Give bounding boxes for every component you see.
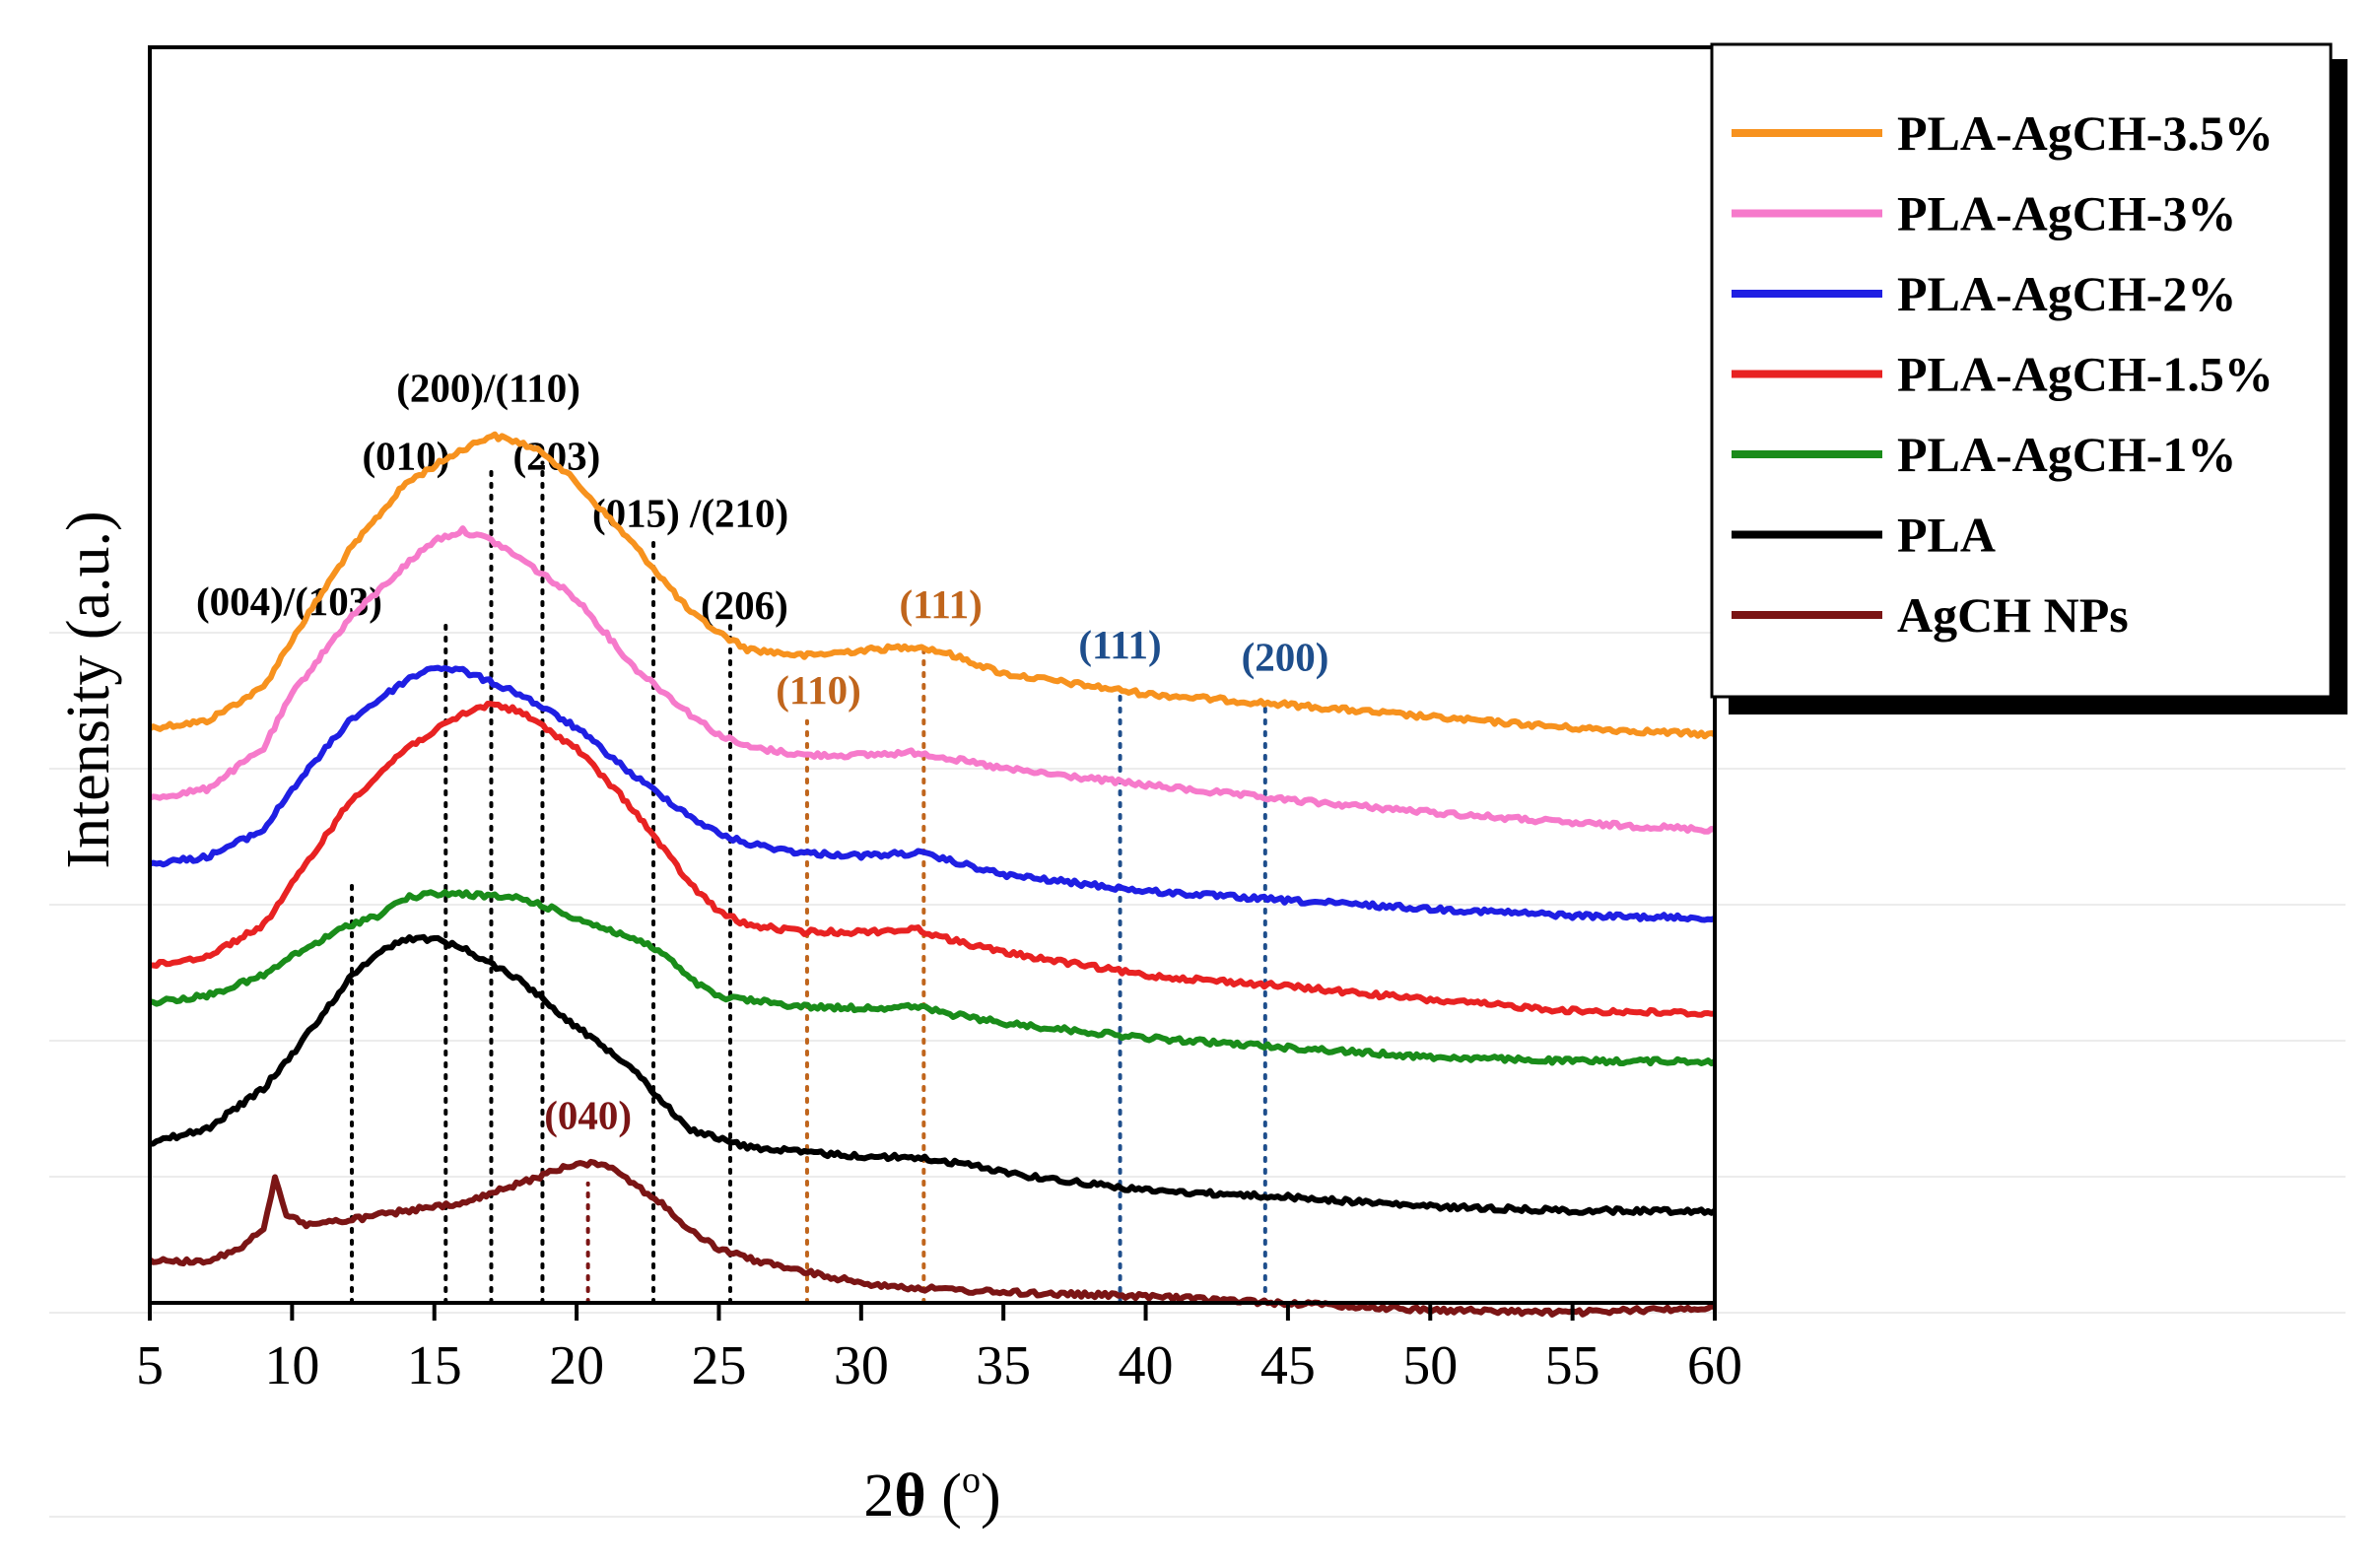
peak-label-9: (200) — [1242, 635, 1329, 680]
series-line-3 — [150, 701, 1716, 1018]
x-axis-title: 2θ (o) — [863, 1460, 1000, 1530]
peak-label-2: (200)/(110) — [396, 365, 580, 410]
series-line-4 — [149, 889, 1717, 1067]
x-axis-title-unit-close: ) — [981, 1462, 1001, 1530]
x-tick-label-11: 60 — [1687, 1335, 1742, 1396]
series-line-0 — [148, 431, 1717, 740]
series-line-1 — [148, 525, 1716, 835]
x-tick-label-7: 40 — [1119, 1335, 1174, 1396]
peak-label-5: (206) — [701, 582, 788, 628]
legend-label-0: PLA-AgCH-3.5% — [1897, 105, 2274, 161]
x-tick-label-8: 45 — [1260, 1335, 1316, 1396]
legend-label-1: PLA-AgCH-3% — [1897, 186, 2236, 241]
legend: PLA-AgCH-3.5% PLA-AgCH-3% PLA-AgCH-2% PLA-A… — [1710, 42, 2347, 714]
x-tick-label-10: 55 — [1545, 1335, 1600, 1396]
legend-items: PLA-AgCH-3.5% PLA-AgCH-3% PLA-AgCH-2% PLA-A… — [1732, 105, 2274, 643]
x-axis-title-unit: o — [962, 1460, 981, 1501]
legend-label-2: PLA-AgCH-2% — [1897, 266, 2236, 321]
x-tick-label-3: 20 — [549, 1335, 604, 1396]
x-tick-label-0: 5 — [136, 1335, 164, 1396]
x-tick-label-5: 30 — [834, 1335, 889, 1396]
y-axis-title: Intensity (a.u.) — [55, 510, 122, 868]
x-tick-label-9: 50 — [1402, 1335, 1458, 1396]
x-axis-title-prefix: 2 — [863, 1462, 894, 1530]
peak-label-0: (004)/(103) — [196, 578, 382, 624]
peak-label-3: (203) — [512, 433, 600, 478]
x-tick-label-6: 35 — [976, 1335, 1031, 1396]
legend-label-4: PLA-AgCH-1% — [1897, 427, 2236, 482]
peak-label-1: (010) — [362, 433, 449, 478]
grid-lines — [49, 632, 2346, 1518]
x-tick-label-1: 10 — [264, 1335, 319, 1396]
peak-label-7: (111) — [900, 581, 983, 627]
x-tick-label-2: 15 — [407, 1335, 462, 1396]
legend-label-3: PLA-AgCH-1.5% — [1897, 347, 2274, 402]
peak-label-10: (040) — [544, 1093, 632, 1138]
peak-label-6: (110) — [776, 667, 861, 713]
x-axis-title-theta: θ — [894, 1462, 925, 1530]
series-line-6 — [148, 1158, 1716, 1318]
legend-label-6: AgCH NPs — [1897, 587, 2129, 643]
series-lines — [148, 431, 1717, 1318]
peak-label-4: (015) /(210) — [592, 490, 788, 535]
x-axis: 5 10 15 20 25 30 35 40 45 50 55 60 — [136, 1303, 1742, 1396]
x-axis-title-unit-open: ( — [926, 1462, 962, 1530]
peak-label-8: (111) — [1078, 622, 1161, 667]
x-tick-label-4: 25 — [691, 1335, 746, 1396]
series-line-2 — [149, 664, 1716, 923]
plot-frame — [148, 45, 1717, 1305]
series-line-5 — [149, 933, 1717, 1216]
legend-label-5: PLA — [1897, 508, 1996, 563]
peak-annotations: (004)/(103) (010) (200)/(110) (203) (015) /(… — [196, 365, 1329, 1305]
